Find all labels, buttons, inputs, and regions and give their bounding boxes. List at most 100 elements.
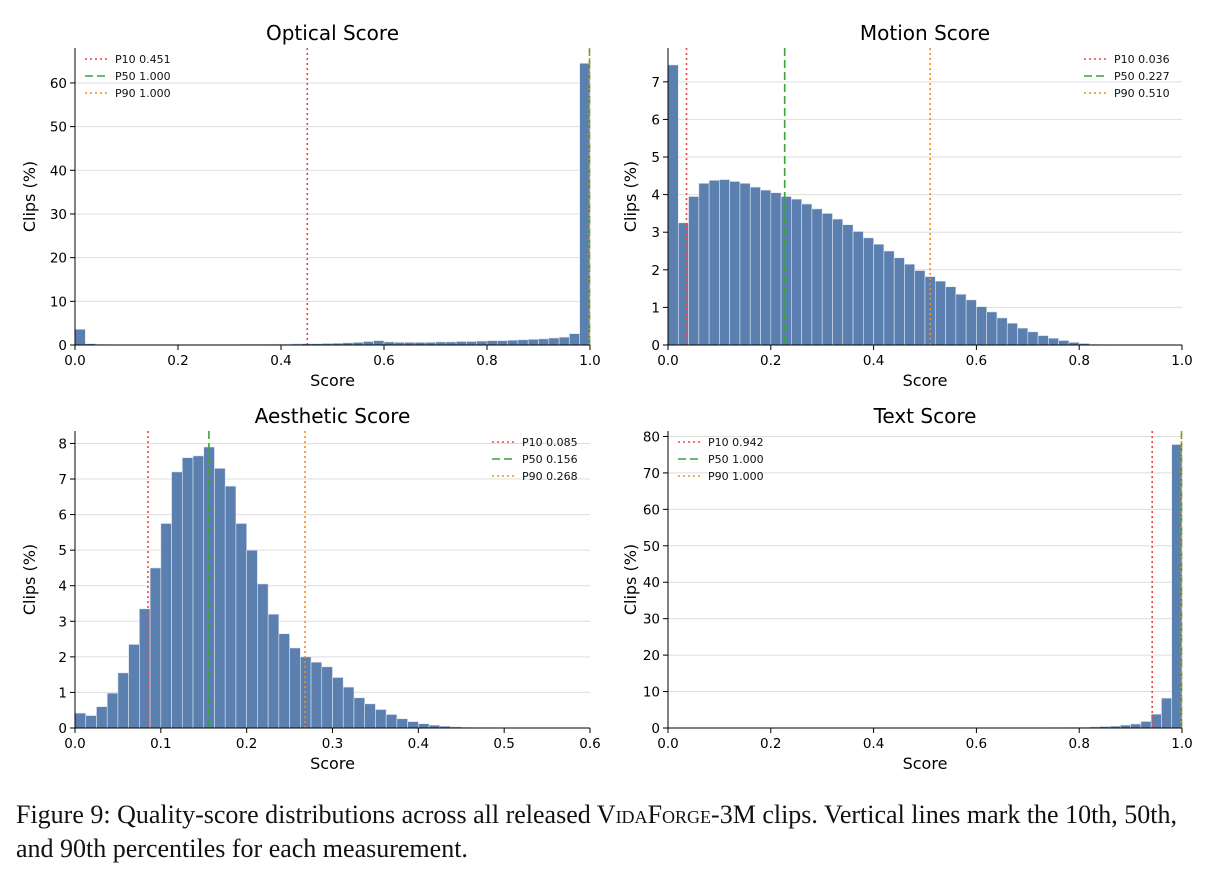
histogram-bar — [117, 672, 129, 729]
histogram-bar — [934, 280, 946, 346]
histogram-bar — [883, 250, 895, 346]
histogram-bar — [373, 340, 385, 346]
histogram-bar — [363, 341, 374, 346]
y-tick-label: 7 — [58, 472, 67, 488]
figure-caption: Figure 9: Quality-score distributions ac… — [16, 798, 1211, 866]
figure: 0.0 0.2 0.4 0.6 0.8 1.0 0 10 20 30 40 50 60 Optical S… — [20, 21, 1193, 773]
y-tick-label: 60 — [50, 76, 67, 92]
chart-panel-1: 0.0 0.2 0.4 0.6 0.8 1.0 0 10 20 30 40 50 60 Optical S… — [20, 21, 601, 390]
histogram-bar — [224, 485, 237, 729]
histogram-bar — [1140, 721, 1152, 729]
x-tick-label: 0.6 — [966, 736, 987, 752]
x-tick-label: 0.4 — [863, 353, 884, 369]
histogram-bar — [1058, 340, 1070, 346]
histogram-bar — [893, 257, 905, 346]
histogram-bar — [1006, 322, 1018, 346]
histogram-bar — [719, 179, 730, 346]
histogram-bar — [1037, 335, 1049, 346]
histogram-bar — [1171, 444, 1183, 729]
histogram-bar — [85, 715, 97, 729]
histogram-bar — [688, 196, 700, 346]
y-tick-label: 60 — [643, 502, 660, 518]
histogram-bar — [729, 181, 741, 346]
histogram-bar — [321, 666, 333, 729]
y-tick-label: 3 — [58, 614, 67, 630]
x-tick-label: 0.8 — [1068, 353, 1089, 369]
y-axis-label: Clips (%) — [20, 544, 39, 615]
histogram-bar — [1027, 331, 1039, 346]
histogram-bar — [375, 709, 387, 729]
histogram-bar — [192, 455, 205, 729]
histogram-bar — [1130, 723, 1142, 729]
histogram-bar — [1048, 337, 1059, 346]
caption-suffix: clips. Vertical lines mark the 10th, 50t… — [16, 800, 1178, 863]
chart-title: Optical Score — [266, 21, 399, 45]
histogram-bar — [74, 712, 87, 729]
x-tick-label: 0.8 — [476, 353, 497, 369]
legend-entry: P90 0.510 — [1114, 87, 1170, 100]
histogram-bar — [246, 549, 258, 729]
histogram-bar — [214, 468, 226, 729]
histogram-bar — [863, 237, 874, 346]
histogram-bar — [289, 647, 301, 729]
y-tick-label: 5 — [58, 543, 67, 559]
x-tick-label: 0.0 — [64, 353, 85, 369]
x-axis-label: Score — [310, 371, 355, 390]
histogram-bar — [181, 457, 194, 729]
legend-entry: P50 1.000 — [115, 70, 171, 83]
x-tick-label: 0.0 — [657, 736, 678, 752]
x-tick-label: 0.6 — [966, 353, 987, 369]
x-tick-label: 1.0 — [579, 353, 600, 369]
y-tick-label: 50 — [643, 539, 660, 555]
histogram-bar — [996, 317, 1008, 346]
x-tick-label: 0.6 — [373, 353, 394, 369]
histogram-bar — [698, 183, 710, 346]
legend-entry: P10 0.451 — [115, 53, 171, 66]
histogram-bar — [739, 183, 751, 346]
x-tick-label: 0.8 — [1068, 736, 1089, 752]
y-tick-label: 6 — [651, 112, 660, 128]
y-axis-label: Clips (%) — [20, 161, 39, 232]
chart-panel-4: 0.0 0.2 0.4 0.6 0.8 1.0 0 10 20 30 40 50 60 70 80 Text … — [621, 404, 1193, 773]
histogram-bar — [149, 567, 162, 729]
histogram-bar — [945, 286, 957, 346]
histogram-bar — [496, 340, 508, 346]
y-tick-label: 0 — [58, 338, 67, 354]
histogram-bar — [708, 180, 720, 346]
caption-name-f: F — [647, 800, 663, 829]
y-tick-label: 5 — [651, 150, 660, 166]
histogram-bar — [667, 64, 679, 346]
y-tick-label: 10 — [643, 685, 660, 701]
legend-entry: P90 0.268 — [522, 470, 578, 483]
histogram-bar — [852, 231, 864, 346]
legend-entry: P10 0.942 — [708, 436, 764, 449]
histogram-bar — [74, 328, 86, 346]
histogram-bar — [1161, 697, 1173, 729]
histogram-bar — [1017, 327, 1029, 346]
y-tick-label: 4 — [651, 188, 660, 204]
y-tick-label: 1 — [651, 300, 660, 316]
histogram-bar — [476, 340, 488, 346]
y-tick-label: 50 — [50, 120, 67, 136]
histogram-bar — [486, 340, 498, 346]
histogram-bar — [235, 523, 247, 729]
histogram-bar — [455, 341, 467, 346]
y-tick-label: 70 — [643, 466, 660, 482]
histogram-bar — [548, 337, 560, 346]
histogram-bar — [873, 243, 885, 346]
x-tick-label: 0.0 — [64, 736, 85, 752]
histogram-bar — [171, 471, 183, 729]
y-tick-label: 80 — [643, 429, 660, 445]
y-tick-label: 2 — [651, 263, 660, 279]
histogram-bar — [353, 697, 365, 729]
y-tick-label: 20 — [643, 648, 660, 664]
histogram-bar — [128, 644, 140, 729]
caption-name-v: V — [596, 800, 616, 829]
histogram-bar — [780, 196, 792, 346]
histogram-bar — [160, 523, 172, 729]
histogram-bar — [811, 208, 823, 346]
x-tick-label: 1.0 — [1171, 736, 1192, 752]
legend-entry: P10 0.036 — [1114, 53, 1170, 66]
x-tick-label: 1.0 — [1171, 353, 1192, 369]
